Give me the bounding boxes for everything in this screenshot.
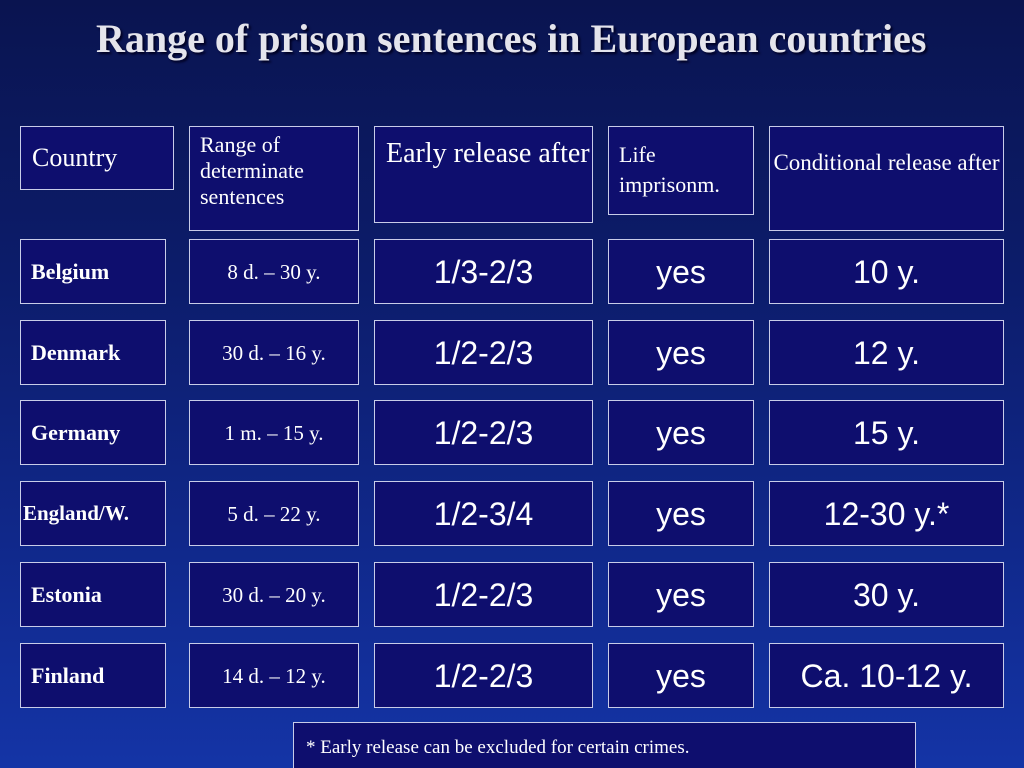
range-cell: 1 m. – 15 y. bbox=[189, 400, 359, 465]
header-life-imprisonment: Life imprisonm. bbox=[608, 126, 754, 215]
early-release-cell: 1/2-2/3 bbox=[374, 320, 593, 385]
country-cell: Denmark bbox=[20, 320, 166, 385]
range-cell: 14 d. – 12 y. bbox=[189, 643, 359, 708]
early-release-cell: 1/2-2/3 bbox=[374, 643, 593, 708]
conditional-release-cell: 12-30 y.* bbox=[769, 481, 1004, 546]
conditional-release-cell: 30 y. bbox=[769, 562, 1004, 627]
header-early-release: Early release after bbox=[374, 126, 593, 223]
range-cell: 30 d. – 16 y. bbox=[189, 320, 359, 385]
conditional-release-cell: Ca. 10-12 y. bbox=[769, 643, 1004, 708]
life-imprisonment-cell: yes bbox=[608, 562, 754, 627]
country-cell: Estonia bbox=[20, 562, 166, 627]
country-cell: Belgium bbox=[20, 239, 166, 304]
country-cell: Finland bbox=[20, 643, 166, 708]
header-range-of-sentences: Range of determinate sentences bbox=[189, 126, 359, 231]
range-cell: 8 d. – 30 y. bbox=[189, 239, 359, 304]
conditional-release-cell: 10 y. bbox=[769, 239, 1004, 304]
range-cell: 5 d. – 22 y. bbox=[189, 481, 359, 546]
slide-title: Range of prison sentences in European co… bbox=[96, 16, 927, 61]
early-release-cell: 1/3-2/3 bbox=[374, 239, 593, 304]
country-cell: England/W. bbox=[20, 481, 166, 546]
early-release-cell: 1/2-3/4 bbox=[374, 481, 593, 546]
conditional-release-cell: 12 y. bbox=[769, 320, 1004, 385]
life-imprisonment-cell: yes bbox=[608, 400, 754, 465]
range-cell: 30 d. – 20 y. bbox=[189, 562, 359, 627]
life-imprisonment-cell: yes bbox=[608, 320, 754, 385]
life-imprisonment-cell: yes bbox=[608, 643, 754, 708]
conditional-release-cell: 15 y. bbox=[769, 400, 1004, 465]
footnote: * Early release can be excluded for cert… bbox=[293, 722, 916, 768]
early-release-cell: 1/2-2/3 bbox=[374, 562, 593, 627]
country-cell: Germany bbox=[20, 400, 166, 465]
life-imprisonment-cell: yes bbox=[608, 481, 754, 546]
header-conditional-release: Conditional release after bbox=[769, 126, 1004, 231]
early-release-cell: 1/2-2/3 bbox=[374, 400, 593, 465]
life-imprisonment-cell: yes bbox=[608, 239, 754, 304]
header-country: Country bbox=[20, 126, 174, 190]
